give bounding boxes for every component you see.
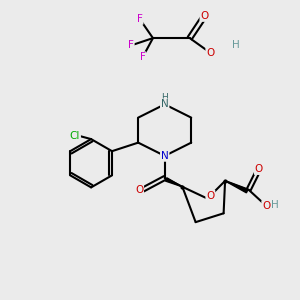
Text: F: F <box>128 40 134 50</box>
Text: O: O <box>206 48 214 58</box>
Text: O: O <box>206 190 214 201</box>
Text: H: H <box>161 93 168 102</box>
Text: H: H <box>271 200 279 210</box>
Text: O: O <box>200 11 208 21</box>
Text: O: O <box>255 164 263 174</box>
Text: F: F <box>140 52 146 62</box>
Text: O: O <box>135 185 143 195</box>
Text: F: F <box>137 14 142 24</box>
Text: N: N <box>161 151 169 161</box>
Text: H: H <box>232 40 239 50</box>
Text: N: N <box>161 99 169 110</box>
Polygon shape <box>166 178 182 187</box>
Text: Cl: Cl <box>70 131 80 141</box>
Polygon shape <box>225 181 248 193</box>
Text: O: O <box>262 201 270 211</box>
